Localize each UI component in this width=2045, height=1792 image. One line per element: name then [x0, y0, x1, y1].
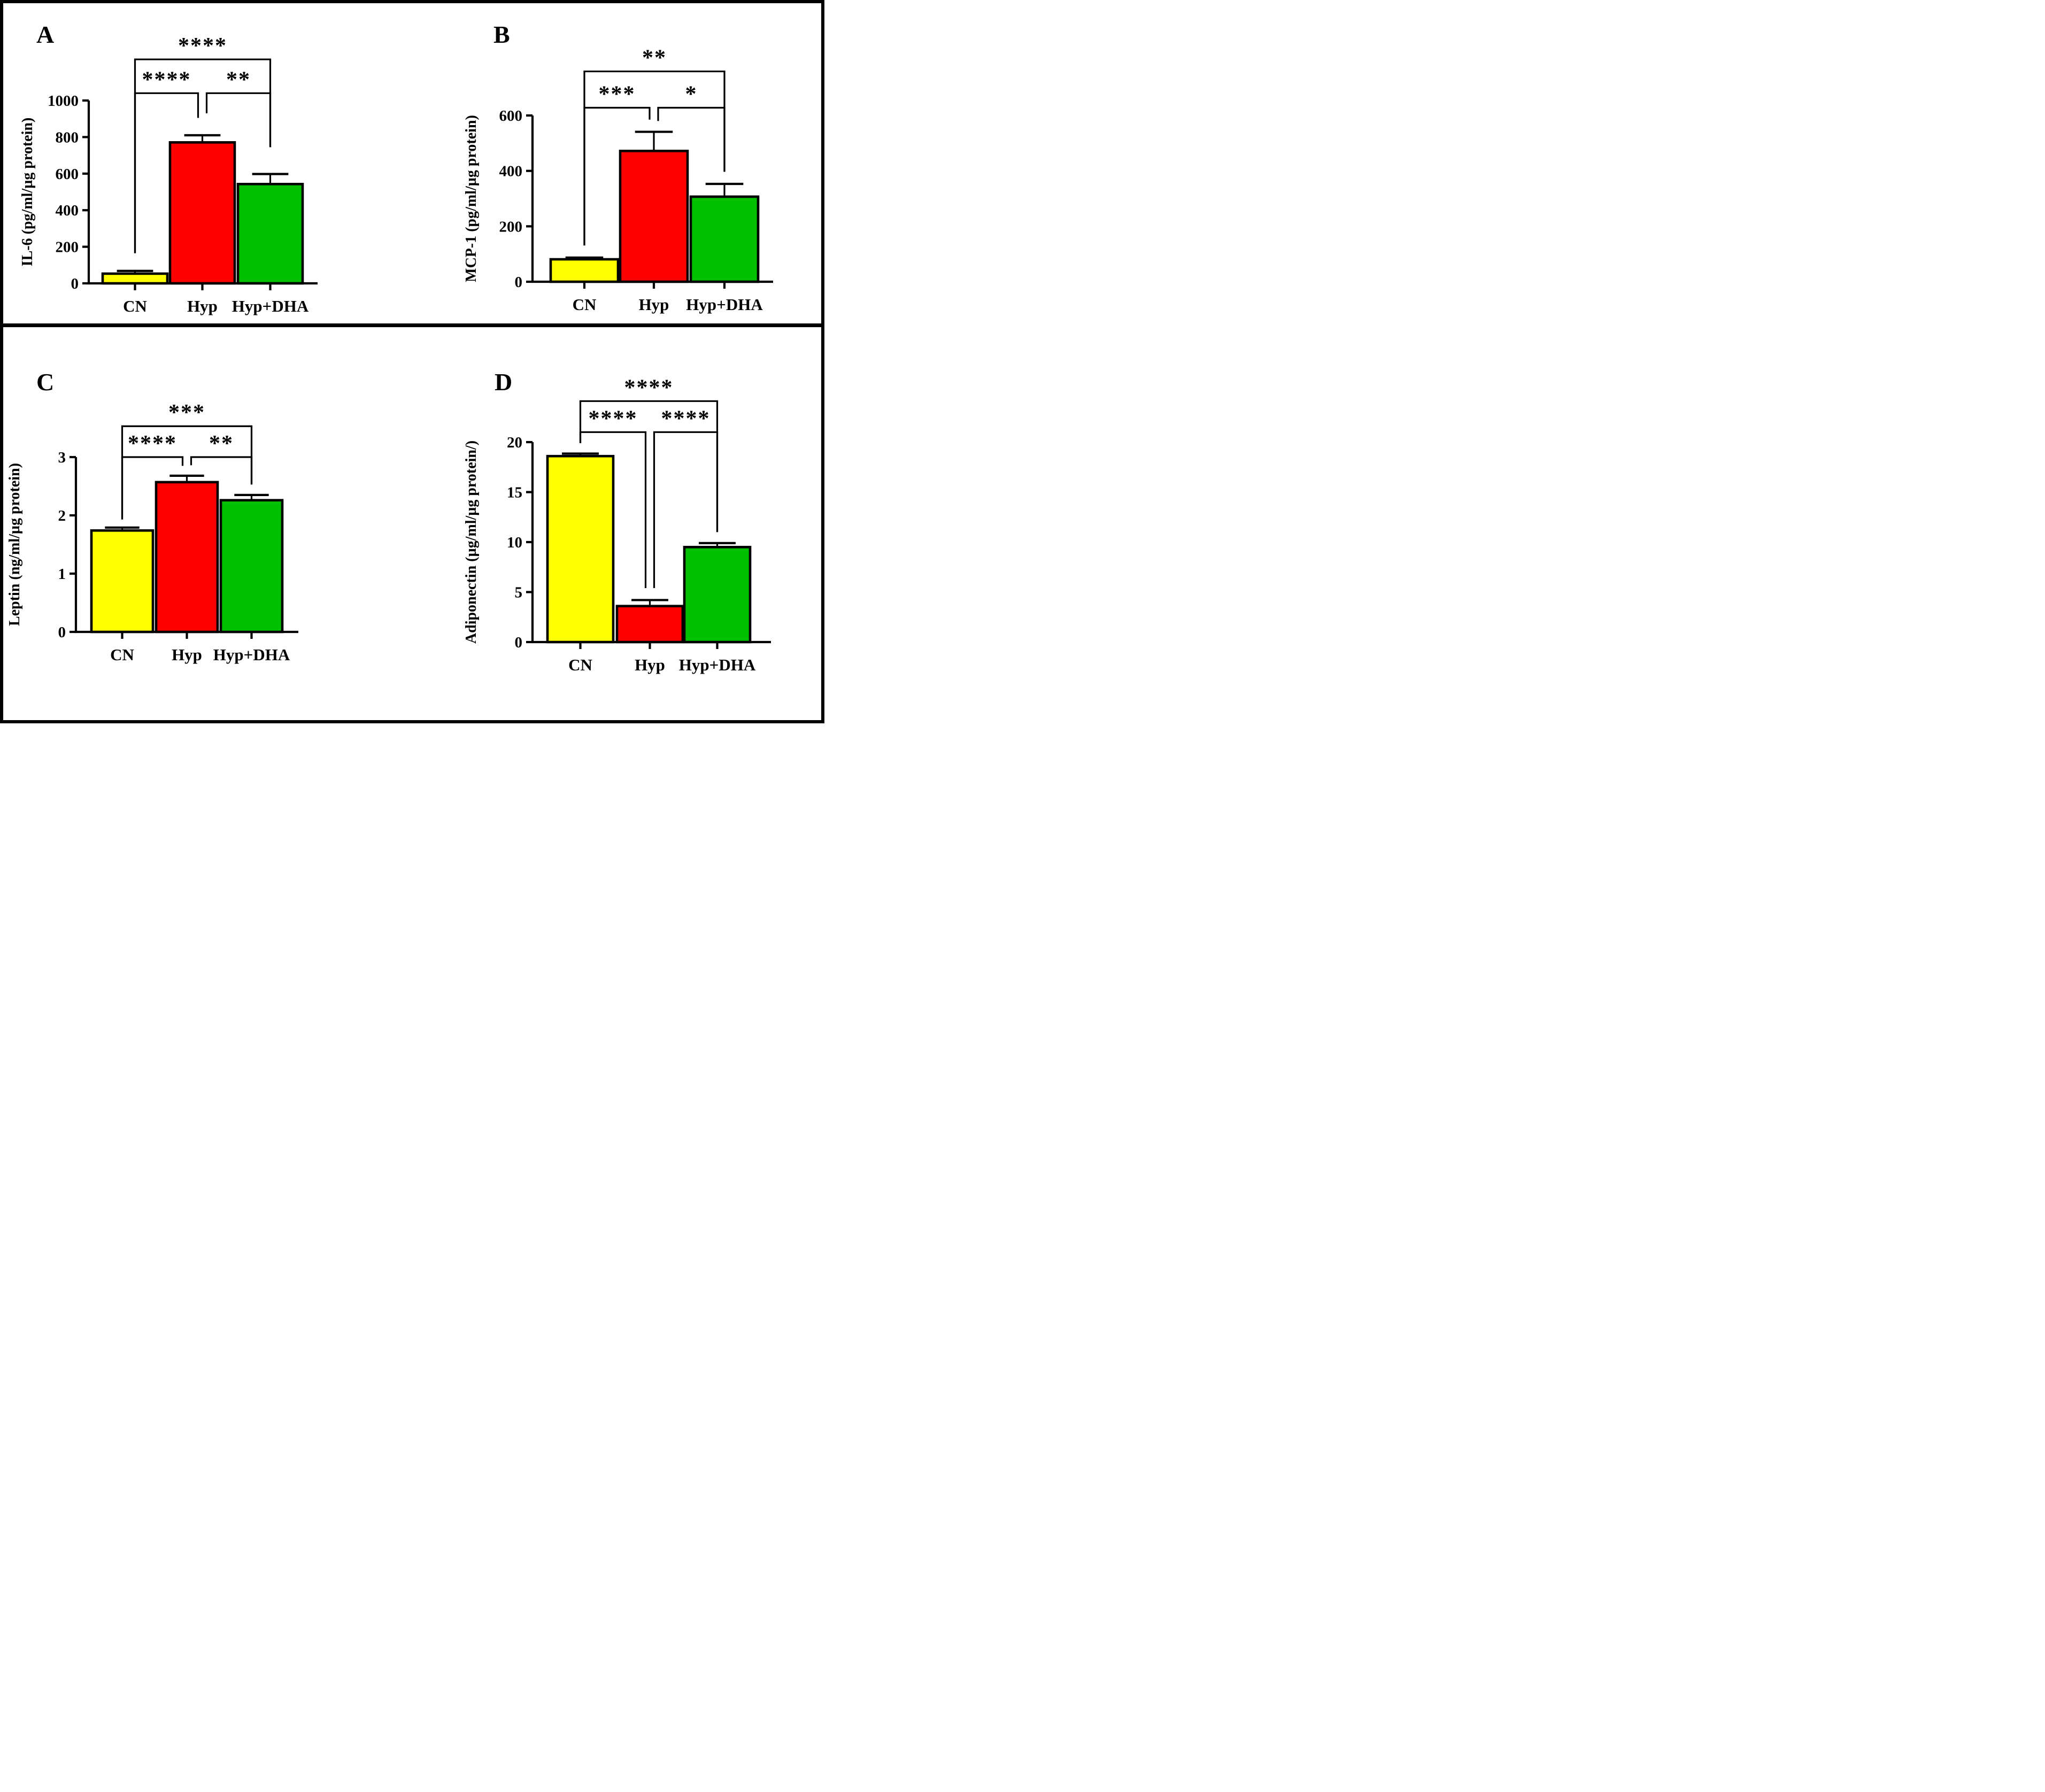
significance-stars: ** — [209, 431, 234, 456]
y-tick-label: 0 — [71, 275, 79, 292]
y-axis-title: Leptin (ng/ml/µg protein) — [6, 463, 23, 626]
category-label: CN — [110, 645, 134, 664]
y-tick-label: 1000 — [48, 92, 79, 110]
category-label: CN — [568, 655, 592, 674]
y-axis-title: Adiponectin (µg/ml/µg protein/) — [463, 441, 480, 644]
bar-Hyp+DHA — [689, 195, 760, 283]
category-label: CN — [573, 295, 597, 314]
y-tick-label: 20 — [507, 434, 522, 451]
y-tick-label: 200 — [499, 218, 523, 235]
significance-stars: * — [685, 82, 698, 106]
significance-stars: **** — [128, 431, 177, 456]
y-tick-label: 5 — [515, 584, 523, 601]
bar-Hyp+DHA — [219, 499, 284, 634]
y-tick-label: 600 — [499, 107, 523, 125]
bar-CN — [101, 272, 169, 285]
y-tick-label: 800 — [56, 129, 79, 146]
y-tick-label: 0 — [515, 274, 523, 291]
category-label: Hyp+DHA — [232, 297, 309, 315]
panel-label-D: D — [495, 368, 513, 396]
category-label: Hyp — [172, 645, 202, 664]
category-label: Hyp — [639, 295, 669, 314]
y-axis-title: IL-6 (pg/ml/µg protein) — [19, 118, 36, 267]
significance-stars: **** — [142, 67, 191, 92]
y-tick-label: 0 — [515, 634, 523, 651]
y-axis-title: MCP-1 (pg/ml/µg protein) — [463, 115, 480, 282]
bar-Hyp — [155, 481, 219, 634]
y-tick-label: 600 — [56, 166, 79, 183]
significance-stars: **** — [589, 406, 638, 431]
significance-stars: ** — [226, 67, 251, 92]
category-label: CN — [123, 297, 147, 315]
bar-Hyp — [615, 605, 684, 644]
bar-CN — [90, 529, 155, 634]
il6-bar-chart: 0 200 400 600 800 1000 IL-6 (pg/ml/µg protein)… — [19, 34, 318, 315]
significance-stars: ** — [642, 46, 667, 71]
panel-C: C 0 1 2 3 Leptin (ng/ml/µg protein) CN Hyp Hyp+… — [3, 327, 412, 720]
significance-stars: **** — [661, 406, 711, 431]
y-tick-label: 15 — [507, 484, 522, 501]
y-tick-label: 200 — [56, 239, 79, 256]
y-tick-label: 2 — [58, 507, 66, 524]
y-tick-label: 3 — [58, 449, 66, 466]
panel-B: B 0 200 400 600 MCP-1 (pg/ml/µg protein) CN Hy… — [406, 3, 815, 327]
significance-stars: **** — [178, 34, 227, 58]
category-label: Hyp — [635, 655, 665, 674]
y-tick-label: 400 — [56, 202, 79, 219]
category-label: Hyp+DHA — [213, 645, 290, 664]
leptin-bar-chart: 0 1 2 3 Leptin (ng/ml/µg protein) CN Hyp Hyp+DH… — [6, 400, 298, 664]
adiponectin-bar-chart: 0 5 10 15 20 Adiponectin (µg/ml/µg protein/) C… — [463, 375, 771, 674]
bar-CN — [549, 258, 620, 283]
panel-label-B: B — [493, 21, 510, 48]
panel-A: A 0 200 400 600 800 1000 IL-6 (pg/ml/µg protei… — [3, 3, 412, 327]
bar-Hyp+DHA — [683, 546, 752, 644]
figure-page: A 0 200 400 600 800 1000 IL-6 (pg/ml/µg protei… — [0, 0, 824, 723]
panel-label-C: C — [36, 368, 55, 396]
y-tick-label: 10 — [507, 534, 522, 551]
bar-CN — [546, 454, 615, 644]
category-label: Hyp — [187, 297, 218, 315]
bar-Hyp — [168, 141, 236, 285]
y-tick-label: 0 — [58, 624, 66, 641]
significance-stars: **** — [624, 375, 674, 400]
section-divider — [3, 323, 821, 327]
bar-Hyp+DHA — [236, 182, 304, 285]
category-label: Hyp+DHA — [686, 295, 763, 314]
panel-label-A: A — [36, 21, 55, 48]
category-label: Hyp+DHA — [679, 655, 756, 674]
significance-stars: *** — [599, 82, 636, 106]
significance-stars: *** — [168, 400, 205, 425]
y-tick-label: 1 — [58, 566, 66, 583]
bar-Hyp — [619, 150, 689, 283]
y-tick-label: 400 — [499, 163, 523, 180]
panel-D: D 0 5 10 15 20 Adiponectin (µg/ml/µg protein/… — [406, 327, 815, 720]
mcp1-bar-chart: 0 200 400 600 MCP-1 (pg/ml/µg protein) CN Hyp H… — [463, 46, 773, 314]
